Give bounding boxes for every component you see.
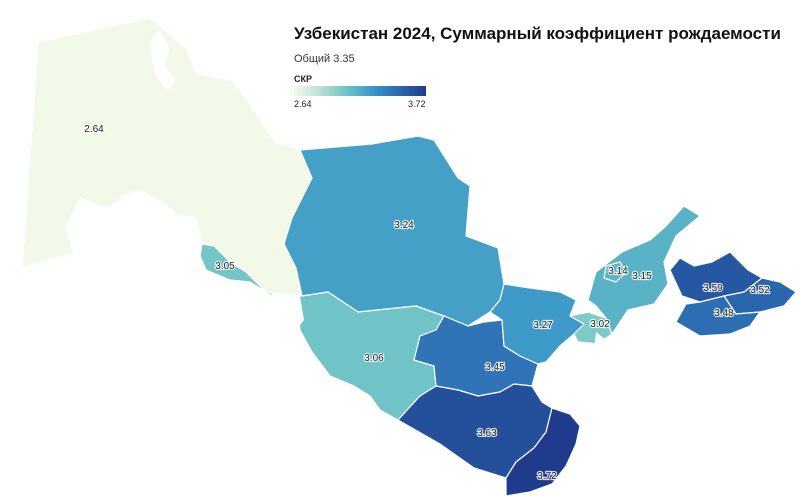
region-khorezm[interactable]	[199, 243, 267, 293]
map-title: Узбекистан 2024, Суммарный коэффициент р…	[294, 24, 781, 43]
region-value-label-namangan: 3.59	[703, 283, 723, 294]
region-value-label-samarkand: 3.45	[485, 362, 505, 373]
water-body-shape	[114, 190, 176, 222]
region-tashkent-region[interactable]	[587, 205, 701, 335]
region-value-label-bukhara: 3.06	[364, 353, 384, 364]
water-body-shape	[594, 332, 606, 356]
region-karakalpakstan[interactable]	[21, 17, 313, 297]
water-body-shape	[270, 292, 304, 330]
region-tashkent-city[interactable]	[603, 261, 627, 283]
legend-max-label: 3.72	[408, 99, 426, 109]
region-value-label-karakalpakstan: 2.64	[84, 124, 104, 135]
water-body-shape	[150, 30, 176, 92]
region-value-label-syrdarya: 3.02	[590, 319, 610, 330]
region-fergana[interactable]	[675, 295, 761, 337]
region-value-label-surkhandarya: 3.72	[537, 471, 557, 482]
region-value-label-khorezm: 3.05	[215, 261, 235, 272]
region-value-label-navoi: 3.24	[394, 220, 414, 231]
legend-min-label: 2.64	[294, 99, 312, 109]
region-value-label-fergana: 3.48	[714, 308, 734, 319]
region-surkhandarya[interactable]	[505, 407, 581, 496]
region-value-label-jizzakh: 3.27	[533, 320, 553, 331]
region-namangan[interactable]	[669, 251, 763, 303]
map-subtitle: Общий 3.35	[294, 53, 355, 65]
region-value-label-tashkent-city: 3.14	[608, 266, 628, 277]
region-value-label-kashkadarya: 3.63	[477, 428, 497, 439]
region-kashkadarya[interactable]	[397, 383, 553, 479]
region-jizzakh[interactable]	[489, 283, 585, 365]
legend-color-bar	[294, 86, 426, 96]
region-value-label-tashkent-region: 3.15	[632, 271, 652, 282]
region-value-label-andijan: 3.52	[750, 285, 770, 296]
legend-title: СКР	[294, 74, 312, 84]
water-body-shape	[702, 336, 714, 352]
